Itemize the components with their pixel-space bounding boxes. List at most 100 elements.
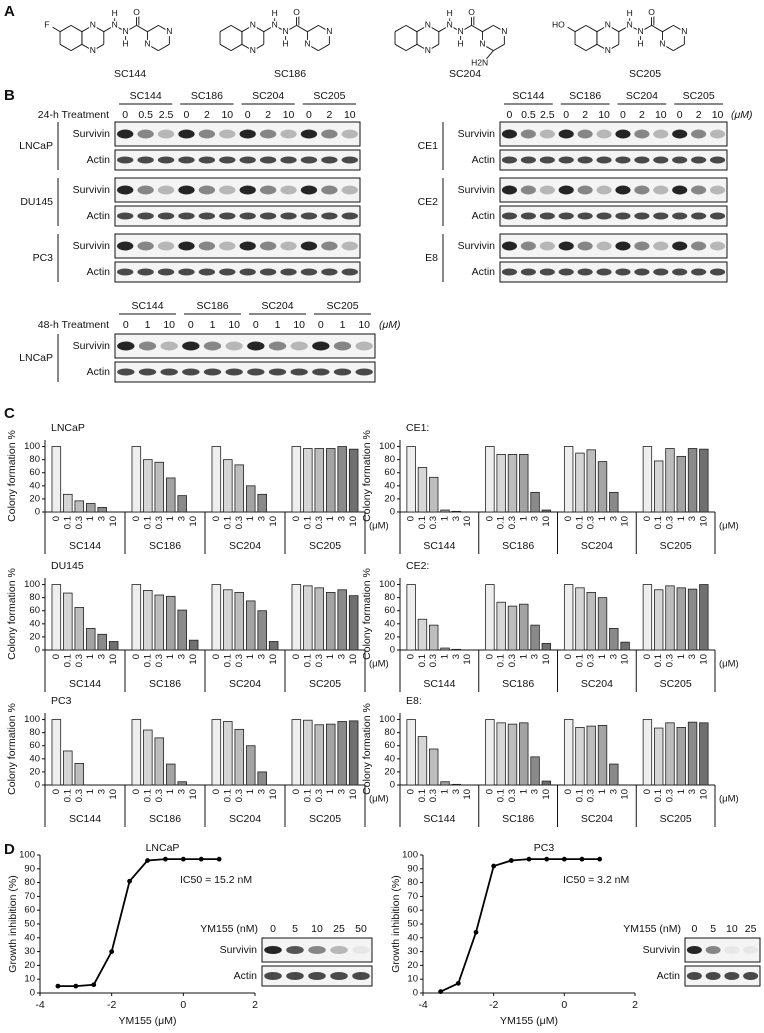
row-label: Actin <box>472 210 496 222</box>
compound-header: SC205 <box>326 300 358 312</box>
bar <box>165 477 176 513</box>
blot-band <box>341 129 358 139</box>
bar <box>485 719 495 786</box>
dose-label: 10 <box>712 109 724 121</box>
blot-band <box>341 212 358 220</box>
blot-band <box>117 341 135 351</box>
bar <box>234 464 245 513</box>
blot-box <box>114 233 361 259</box>
blot-band <box>280 156 297 164</box>
blot-band <box>157 268 175 276</box>
blot-band <box>178 156 195 164</box>
bar <box>245 485 256 513</box>
x-tick-label: -2 <box>489 999 498 1011</box>
y-tick-label: 0 <box>35 645 40 656</box>
x-tick-label: 1 <box>676 516 687 521</box>
chart-title: PC3 <box>534 842 555 854</box>
blot-band <box>280 212 297 220</box>
x-tick-label: 0.3 <box>74 516 85 529</box>
blot-band <box>539 241 555 251</box>
x-tick-label: 1 <box>440 654 451 659</box>
blot-band <box>501 241 518 251</box>
atom-background <box>142 39 152 49</box>
blot-band <box>178 129 195 139</box>
blot-band <box>280 268 297 276</box>
y-tick-label: 100 <box>379 441 395 452</box>
group-label: SC144 <box>69 540 101 552</box>
blot-band <box>290 368 308 376</box>
bar <box>234 592 245 651</box>
blot-band <box>157 129 175 139</box>
blot-band <box>239 268 256 276</box>
atom-label: N <box>283 26 289 36</box>
dose-label: 0 <box>123 319 129 331</box>
inset-lane: 5 <box>710 923 716 935</box>
bar <box>687 448 698 513</box>
point <box>491 863 497 869</box>
bar <box>654 589 664 651</box>
blot-band <box>691 129 707 139</box>
atom-background <box>88 46 98 56</box>
blot-band <box>259 241 277 251</box>
blot-band <box>137 156 154 164</box>
blot-band <box>691 268 707 276</box>
x-tick-label: 3 <box>530 654 541 659</box>
blot-band <box>539 129 555 139</box>
bar <box>131 584 142 651</box>
bar <box>676 455 686 513</box>
inset-lane: 50 <box>355 923 367 935</box>
y-tick-label: 100 <box>379 579 395 590</box>
compound-header: SC186 <box>569 90 601 102</box>
bar <box>245 745 256 786</box>
dose-label: 1 <box>145 319 151 331</box>
bar <box>74 500 85 513</box>
inset-label: YM155 (nM) <box>623 923 681 935</box>
blot-band <box>355 341 373 351</box>
bar <box>451 648 461 651</box>
bar <box>586 449 596 513</box>
bar <box>143 459 153 513</box>
x-tick-label: 3 <box>97 789 108 794</box>
bar <box>440 509 450 513</box>
y-tick-label: 80 <box>24 877 35 888</box>
blot-band <box>198 156 216 164</box>
bond <box>471 24 483 33</box>
bar <box>485 584 495 651</box>
blot-box <box>114 205 361 227</box>
x-tick-label: 0.3 <box>74 789 85 802</box>
blot-band <box>355 368 373 376</box>
blot-band <box>138 368 157 376</box>
point <box>55 983 61 989</box>
bar <box>563 446 574 513</box>
x-tick-label: 10 <box>108 789 119 800</box>
bar <box>51 719 62 786</box>
unit-label: (μM) <box>731 109 753 121</box>
bar <box>575 727 585 786</box>
bond <box>394 43 407 52</box>
y-tick-label: 90 <box>24 863 35 874</box>
blot-band <box>634 241 650 251</box>
atom-label: N <box>90 45 96 55</box>
dose-label: 0 <box>318 319 324 331</box>
dose-label: 0 <box>563 109 569 121</box>
group-label: SC144 <box>423 540 455 552</box>
dose-label: 2 <box>326 109 332 121</box>
blot-band <box>615 268 631 276</box>
blot-box <box>684 965 761 987</box>
atom-background <box>625 9 635 19</box>
blot-band <box>321 212 338 220</box>
blot-band <box>691 212 707 220</box>
x-tick-label: 1 <box>518 516 529 521</box>
y-tick-label: 40 <box>29 480 40 491</box>
bar <box>291 719 302 786</box>
blot-band <box>705 946 721 954</box>
blot-band <box>219 185 236 195</box>
x-tick-label: 0.3 <box>664 789 675 802</box>
x-tick-label: 0 <box>406 789 417 794</box>
dose-label: 2 <box>582 109 588 121</box>
atom-background <box>324 27 334 37</box>
atom-background <box>456 39 466 49</box>
x-tick-label: 1 <box>245 789 256 794</box>
blot-band <box>501 156 518 164</box>
dose-label: 2.5 <box>540 109 555 121</box>
